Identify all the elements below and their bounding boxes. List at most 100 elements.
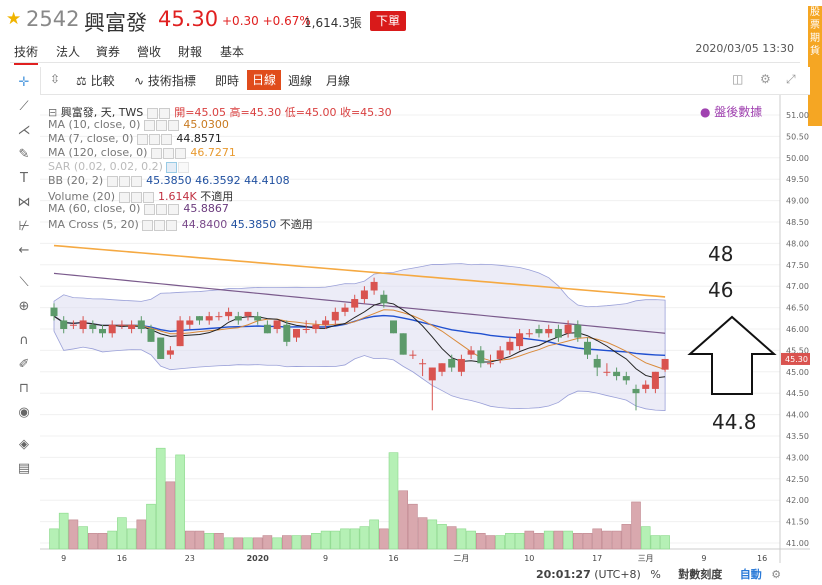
side-tab-futures[interactable]: 股票期貨: [808, 6, 822, 126]
measure-icon[interactable]: ⊬: [18, 219, 30, 234]
tab-margin[interactable]: 資券: [96, 45, 121, 59]
volume-bar: [175, 454, 185, 550]
y-tick-label: 42.50: [786, 475, 809, 484]
candle-body: [341, 307, 349, 312]
realtime-button[interactable]: 即時: [215, 74, 240, 88]
crosshair-icon[interactable]: ✛: [18, 75, 30, 90]
y-tick-label: 47.50: [786, 261, 809, 270]
volume-bar: [155, 447, 166, 550]
price-change: +0.30 +0.67%: [222, 14, 311, 28]
bollinger-band: [53, 244, 666, 411]
candle-body: [642, 384, 650, 389]
fullscreen-icon[interactable]: ⤢: [786, 72, 796, 86]
indicator-icon: ∿: [134, 74, 145, 88]
auto-scale-toggle[interactable]: 自動: [739, 568, 762, 581]
quote-header: ★ 2542 興富發 45.30 +0.30 +0.67% 1,614.3張 下…: [0, 0, 822, 40]
tab-financials[interactable]: 財報: [178, 45, 203, 59]
volume-bar: [68, 519, 79, 550]
y-axis: 51.00 50.50 50.00 49.50 49.00 48.50 48.00 47.50…: [40, 95, 810, 563]
candle-body: [603, 371, 611, 373]
x-tick-label: 16: [117, 554, 127, 563]
candle-body: [331, 311, 339, 321]
volume-bar: [243, 537, 253, 550]
bollinger-fill: [53, 263, 666, 411]
trendline-icon[interactable]: ⟋: [19, 99, 29, 114]
layers-icon[interactable]: ◈: [19, 437, 29, 452]
volume-bar: [223, 537, 234, 550]
percent-toggle[interactable]: %: [650, 568, 661, 581]
trash-icon[interactable]: ▤: [17, 461, 31, 476]
candle-body: [166, 350, 174, 355]
volume-bar: [582, 533, 593, 550]
y-tick-label: 45.00: [786, 368, 809, 377]
tab-institutional[interactable]: 法人: [56, 45, 81, 59]
y-tick-label: 47.00: [786, 282, 809, 291]
trade-volume: 1,614.3張: [304, 16, 362, 30]
indicators-button[interactable]: ∿ 技術指標: [134, 74, 196, 88]
legend-ma10: MA (10, close, 0) 45.0300: [48, 118, 229, 131]
candle-body: [118, 324, 126, 326]
brush-icon[interactable]: ✎: [18, 147, 30, 162]
candle-body: [584, 341, 591, 355]
place-order-button[interactable]: 下單: [370, 11, 406, 31]
legend-volume: Volume (20) 1.614K 不適用: [48, 190, 234, 203]
volume-bar: [233, 537, 244, 550]
candle-body: [79, 320, 87, 329]
x-tick-label: 9: [701, 554, 706, 563]
tab-basic[interactable]: 基本: [220, 45, 245, 59]
visibility-icon[interactable]: [146, 107, 158, 119]
legend-ma7: MA (7, close, 0) 44.8571: [48, 132, 222, 145]
volume-bar: [660, 535, 670, 550]
volume-bar: [563, 530, 573, 550]
tab-technical[interactable]: 技術: [14, 43, 39, 65]
compare-button[interactable]: ⚖ 比較: [76, 74, 115, 88]
price-chart[interactable]: 51.00 50.50 50.00 49.50 49.00 48.50 48.00 47.50…: [40, 95, 810, 563]
volume-bar: [437, 524, 447, 550]
stock-code: 2542: [26, 7, 80, 31]
candle-body: [225, 311, 233, 317]
daily-button[interactable]: 日線: [247, 70, 282, 90]
symbol-switch-icon[interactable]: ⇳: [50, 72, 61, 86]
candle-body: [593, 358, 601, 368]
favorite-star-icon[interactable]: ★: [6, 9, 22, 29]
eye-icon[interactable]: ◉: [18, 405, 30, 420]
y-tick-label: 48.00: [786, 239, 809, 248]
y-tick-label: 46.50: [786, 304, 809, 313]
legend-main: ⊟ 興富發, 天, TWS 開=45.05 高=45.30 低=45.00 收=…: [48, 106, 392, 119]
candle-body: [380, 294, 388, 304]
legend-collapse-icon[interactable]: ⊟: [48, 106, 58, 119]
fib-icon[interactable]: ⋌: [17, 123, 31, 138]
candle-body: [390, 320, 397, 334]
zoom-in-icon[interactable]: ⊕: [18, 299, 30, 314]
log-scale-toggle[interactable]: 對數刻度: [678, 568, 723, 581]
candle-body: [60, 320, 68, 329]
pattern-icon[interactable]: ⋈: [17, 195, 31, 210]
lock-icon[interactable]: ⊓: [18, 381, 30, 396]
camera-icon[interactable]: ◫: [732, 72, 744, 86]
candle-body: [283, 324, 291, 342]
candle-body: [457, 358, 465, 372]
chart-settings-icon[interactable]: ⚙: [771, 568, 782, 581]
eye-icon[interactable]: [143, 119, 155, 131]
ruler-icon[interactable]: ⟍: [19, 275, 29, 290]
lock-drawing-icon[interactable]: ✐: [18, 357, 30, 372]
volume-bar: [349, 528, 360, 550]
back-arrow-icon[interactable]: ←: [18, 243, 30, 258]
text-icon[interactable]: T: [20, 171, 28, 186]
quote-date: 2020/03/05 13:30: [695, 42, 794, 55]
candle-body: [215, 316, 223, 318]
monthly-button[interactable]: 月線: [326, 74, 351, 88]
magnet-icon[interactable]: ∩: [19, 333, 29, 348]
ma7-line: [53, 301, 666, 379]
volume-bar: [291, 535, 302, 550]
x-tick-label: 三月: [638, 554, 654, 563]
settings-icon[interactable]: [158, 107, 170, 119]
tab-revenue[interactable]: 營收: [137, 45, 162, 59]
volume-bar: [97, 533, 108, 550]
candle-body: [661, 358, 669, 370]
settings-gear-icon[interactable]: ⚙: [760, 72, 771, 86]
y-tick-label: 46.00: [786, 325, 809, 334]
volume-bar: [252, 537, 263, 550]
weekly-button[interactable]: 週線: [288, 74, 313, 88]
legend-macross: MA Cross (5, 20) 44.8400 45.3850 不適用: [48, 218, 313, 231]
